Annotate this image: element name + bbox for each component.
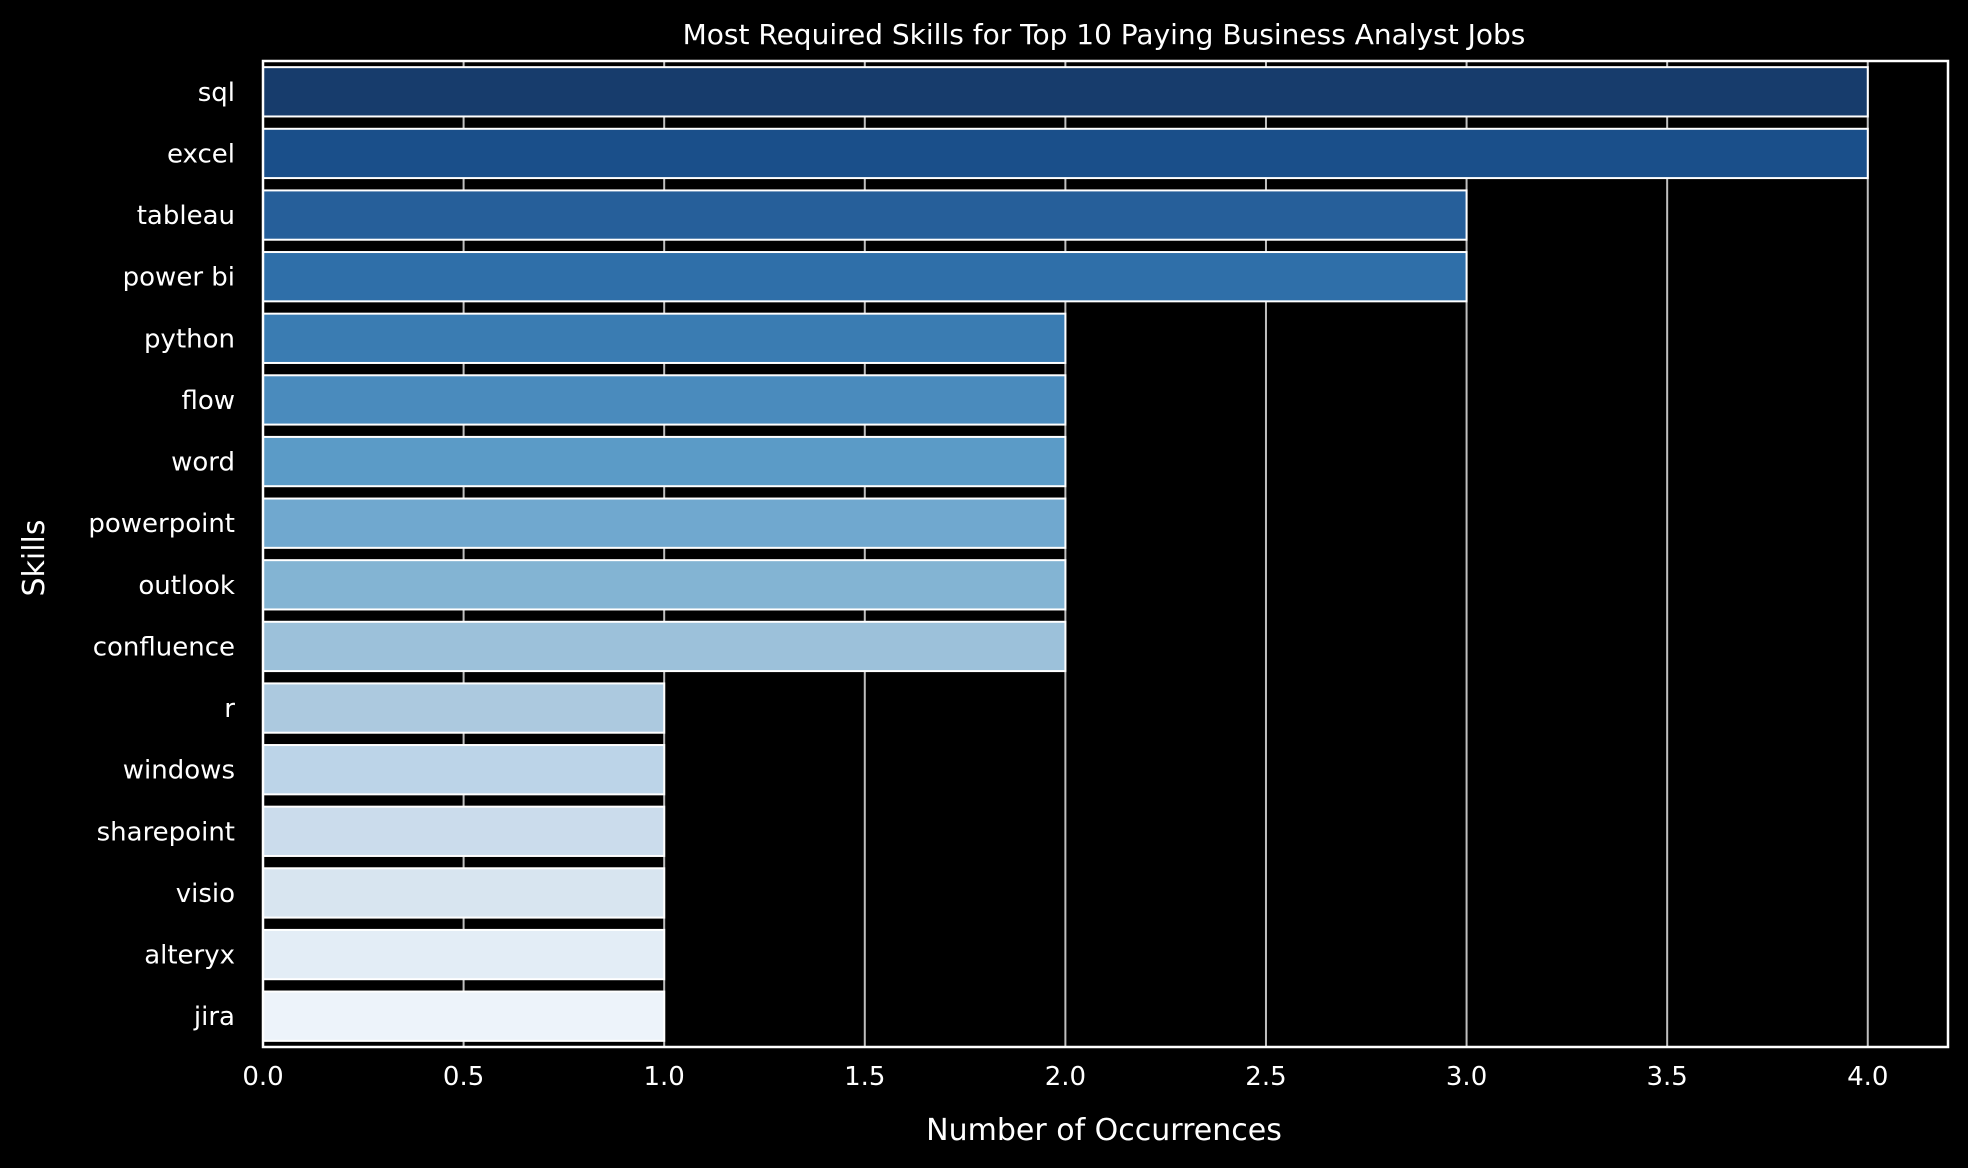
bar-alteryx [262, 928, 666, 981]
y-tick-label: r [224, 694, 235, 724]
y-tick-label: excel [167, 139, 235, 169]
bar-tableau [262, 189, 1468, 241]
y-tick-label: flow [181, 386, 235, 416]
plot-frame [261, 59, 1950, 1049]
y-tick-label: word [171, 448, 235, 478]
bar-word [262, 435, 1067, 488]
y-tick-label: sql [198, 78, 235, 108]
x-tick-label: 0.5 [443, 1062, 484, 1092]
x-tick-label: 3.5 [1646, 1062, 1687, 1092]
y-tick-label: sharepoint [97, 817, 235, 847]
y-tick-label: powerpoint [88, 509, 235, 539]
x-tick-label: 3.0 [1446, 1062, 1487, 1092]
bar-windows [262, 744, 666, 796]
chart-title: Most Required Skills for Top 10 Paying B… [683, 18, 1526, 51]
y-tick-label: tableau [137, 201, 235, 231]
x-tick-label: 1.5 [844, 1062, 885, 1092]
bar-excel [262, 127, 1869, 180]
bar-flow [262, 374, 1067, 426]
x-tick-label: 4.0 [1847, 1062, 1888, 1092]
x-tick-labels: 0.0 0.5 1.0 1.5 2.0 2.5 3.0 3.5 4.0 [242, 1062, 1888, 1092]
y-tick-label: windows [123, 756, 235, 786]
x-tick-label: 1.0 [644, 1062, 685, 1092]
bar-jira [262, 990, 666, 1042]
y-tick-label: visio [176, 879, 235, 909]
bar-r [262, 682, 666, 734]
y-tick-labels: sql excel tableau power bi python flow word pow… [88, 78, 235, 1032]
y-axis-label: Skills [17, 519, 52, 596]
y-tick-label: confluence [93, 632, 235, 662]
y-tick-label: outlook [138, 571, 235, 601]
bar-outlook [262, 559, 1067, 611]
y-tick-label: alteryx [144, 941, 235, 971]
bar-power-bi [262, 251, 1468, 303]
bar-powerpoint [262, 497, 1067, 549]
x-tick-label: 2.0 [1045, 1062, 1086, 1092]
x-tick-label: 0.0 [242, 1062, 283, 1092]
bar-visio [262, 867, 666, 919]
bar-sql [262, 66, 1869, 118]
x-tick-label: 2.5 [1245, 1062, 1286, 1092]
bars [262, 66, 1869, 1042]
y-tick-label: power bi [123, 263, 235, 293]
y-tick-label: jira [193, 1002, 235, 1032]
bar-confluence [262, 620, 1067, 673]
y-tick-label: python [144, 324, 235, 354]
bar-python [262, 312, 1067, 364]
x-axis-label: Number of Occurrences [926, 1113, 1282, 1148]
bar-sharepoint [262, 805, 666, 857]
